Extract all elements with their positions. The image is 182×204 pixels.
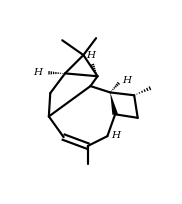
Text: H: H [33, 68, 42, 77]
Text: H: H [123, 75, 132, 84]
Polygon shape [110, 92, 118, 115]
Text: H: H [86, 51, 95, 60]
Text: H: H [111, 131, 120, 140]
